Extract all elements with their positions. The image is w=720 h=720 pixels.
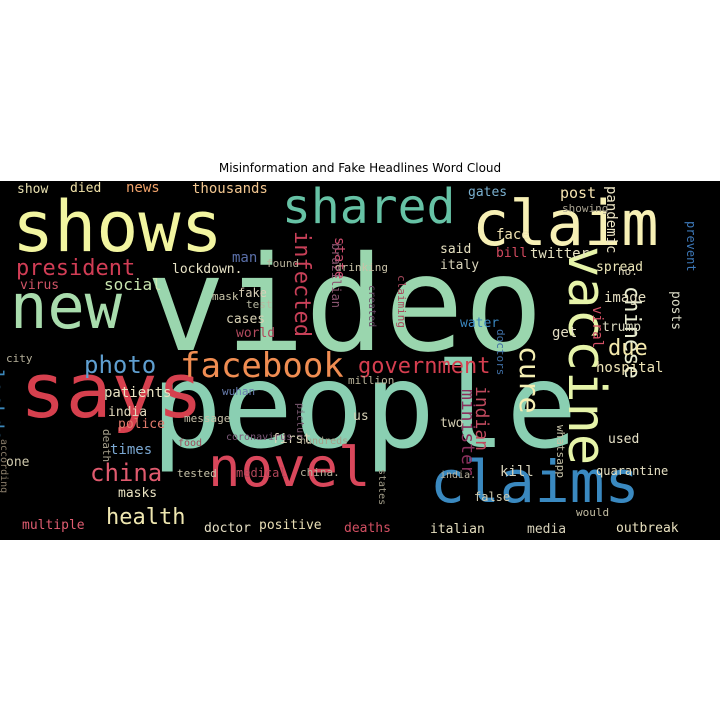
cloud-word: tested <box>177 467 217 480</box>
cloud-word: ho. <box>618 265 638 278</box>
cloud-word: india <box>108 405 148 420</box>
cloud-word: social <box>104 275 162 294</box>
cloud-word: wuhan <box>222 385 256 398</box>
cloud-word: kill <box>500 464 534 480</box>
cloud-word: thousands <box>192 181 268 197</box>
cloud-word: fake <box>238 286 267 300</box>
cloud-word: says <box>20 346 204 435</box>
cloud-word: vaccine <box>556 246 616 466</box>
cloud-word: medical <box>236 466 287 480</box>
cloud-word: world <box>236 326 276 341</box>
cloud-word: masks <box>118 486 158 501</box>
cloud-word: positive <box>259 518 322 533</box>
cloud-word: outbreak <box>616 521 679 536</box>
cloud-word: prevent <box>684 221 698 272</box>
cloud-word: mask <box>212 290 239 303</box>
cloud-word: gates <box>468 185 508 200</box>
cloud-word: multiple <box>22 518 85 533</box>
cloud-word: virus <box>20 278 60 293</box>
cloud-word: pictur <box>294 403 305 440</box>
cloud-word: photo <box>84 351 157 379</box>
cloud-word: people <box>151 337 578 475</box>
cloud-word: twitter <box>530 246 590 262</box>
cloud-word: one <box>6 455 30 470</box>
cloud-word: spread <box>596 260 643 275</box>
cloud-word: would <box>576 506 610 519</box>
cloud-word: due <box>608 336 648 361</box>
cloud-word: president <box>16 256 136 281</box>
cloud-word: doctor <box>204 521 251 536</box>
cloud-word: shows <box>12 186 223 268</box>
cloud-word: million <box>348 374 395 387</box>
cloud-word: italian <box>430 522 485 537</box>
cloud-word: face <box>496 227 530 243</box>
cloud-word: two <box>440 416 464 431</box>
cloud-word: police <box>118 417 165 432</box>
cloud-word: government <box>358 354 491 379</box>
cloud-word: bill <box>496 246 528 261</box>
cloud-word: used <box>608 432 640 447</box>
cloud-word: show <box>17 182 49 197</box>
cloud-word: said <box>440 242 472 257</box>
cloud-word: video <box>146 228 544 382</box>
cloud-word: claim <box>472 187 659 260</box>
cloud-word: drinking <box>335 261 388 274</box>
cloud-word: found <box>266 257 300 270</box>
cloud-word: cure <box>513 346 546 414</box>
cloud-word: indian <box>471 386 492 452</box>
cloud-word: brazilian <box>329 243 343 309</box>
cloud-word: china. <box>300 466 340 479</box>
cloud-word: claims <box>430 448 640 516</box>
cloud-word: false <box>474 490 511 504</box>
cloud-word: infected <box>289 231 314 337</box>
cloud-word: man <box>232 250 258 266</box>
cloud-word: india. <box>440 470 477 481</box>
cloud-word: italy <box>440 258 480 273</box>
cloud-word: coronavirus <box>226 432 293 443</box>
cloud-word: posts <box>668 291 683 331</box>
cloud-word: lockdown. <box>172 262 243 277</box>
word-cloud-canvas: video people shows claim shared new says… <box>0 181 720 540</box>
cloud-word: city <box>6 352 33 365</box>
cloud-word: deaths <box>344 521 391 536</box>
cloud-word: whatsapp <box>554 425 567 478</box>
cloud-word: quarantine <box>596 464 669 478</box>
cloud-word: hospital <box>596 360 664 376</box>
cloud-word: shared <box>282 181 456 235</box>
chart-title: Misinformation and Fake Headlines Word C… <box>218 161 502 175</box>
cloud-word: test <box>246 298 273 311</box>
cloud-word: media <box>527 522 567 537</box>
cloud-word: created <box>366 285 377 328</box>
cloud-word: us <box>353 409 369 424</box>
cloud-word: novel <box>208 436 371 499</box>
cloud-word: patients <box>104 385 172 401</box>
cloud-word: states <box>376 469 387 506</box>
cloud-word: image <box>604 290 647 306</box>
cloud-word: pandemic <box>603 186 619 254</box>
cloud-word: claiming <box>395 275 408 328</box>
cloud-word: times <box>110 442 153 458</box>
cloud-word: doctors <box>494 329 507 376</box>
cloud-word: message <box>184 412 231 425</box>
cloud-word: food <box>178 438 203 449</box>
cloud-word: china <box>90 459 163 487</box>
cloud-word: facebook <box>180 346 344 386</box>
cloud-word: post <box>560 184 597 202</box>
cloud-word: first <box>272 432 312 447</box>
cloud-word: new <box>10 270 122 343</box>
cloud-word: get <box>552 325 578 341</box>
cloud-word: cases <box>226 312 266 327</box>
cloud-word: water <box>460 316 500 331</box>
cloud-word: hundreds <box>300 436 349 447</box>
cloud-word: according <box>0 439 9 494</box>
cloud-word: trump <box>602 320 642 335</box>
cloud-word: death <box>100 429 113 463</box>
cloud-word: news <box>126 181 160 196</box>
cloud-word: died <box>70 181 102 196</box>
cloud-word: showing <box>562 202 609 215</box>
cloud-word: health <box>106 505 186 530</box>
